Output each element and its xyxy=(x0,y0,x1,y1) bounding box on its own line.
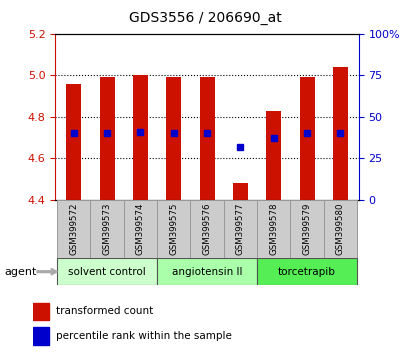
Bar xyxy=(133,75,148,200)
Bar xyxy=(265,110,281,200)
Bar xyxy=(256,200,290,258)
Text: angiotensin II: angiotensin II xyxy=(171,267,242,277)
Bar xyxy=(256,258,356,285)
Bar xyxy=(323,200,356,258)
Bar xyxy=(190,200,223,258)
Bar xyxy=(157,200,190,258)
Text: GSM399572: GSM399572 xyxy=(69,203,78,256)
Bar xyxy=(157,258,256,285)
Bar xyxy=(33,303,49,320)
Bar xyxy=(332,67,347,200)
Bar xyxy=(90,200,124,258)
Bar xyxy=(290,200,323,258)
Bar xyxy=(57,258,157,285)
Bar xyxy=(66,84,81,200)
Bar xyxy=(99,77,114,200)
Text: GDS3556 / 206690_at: GDS3556 / 206690_at xyxy=(128,11,281,25)
Text: GSM399577: GSM399577 xyxy=(235,203,244,256)
Bar xyxy=(199,77,214,200)
Bar xyxy=(124,200,157,258)
Text: agent: agent xyxy=(4,267,36,277)
Bar xyxy=(166,77,181,200)
Bar xyxy=(33,327,49,345)
Text: torcetrapib: torcetrapib xyxy=(277,267,335,277)
Text: GSM399575: GSM399575 xyxy=(169,203,178,256)
Text: transformed count: transformed count xyxy=(56,307,153,316)
Bar xyxy=(223,200,256,258)
Text: solvent control: solvent control xyxy=(68,267,146,277)
Bar xyxy=(299,77,314,200)
Text: GSM399574: GSM399574 xyxy=(135,203,144,256)
Text: GSM399579: GSM399579 xyxy=(302,203,311,255)
Text: GSM399580: GSM399580 xyxy=(335,203,344,256)
Bar xyxy=(57,200,90,258)
Text: GSM399576: GSM399576 xyxy=(202,203,211,256)
Bar xyxy=(232,183,247,200)
Text: GSM399573: GSM399573 xyxy=(102,203,111,256)
Text: percentile rank within the sample: percentile rank within the sample xyxy=(56,331,231,341)
Text: GSM399578: GSM399578 xyxy=(269,203,278,256)
